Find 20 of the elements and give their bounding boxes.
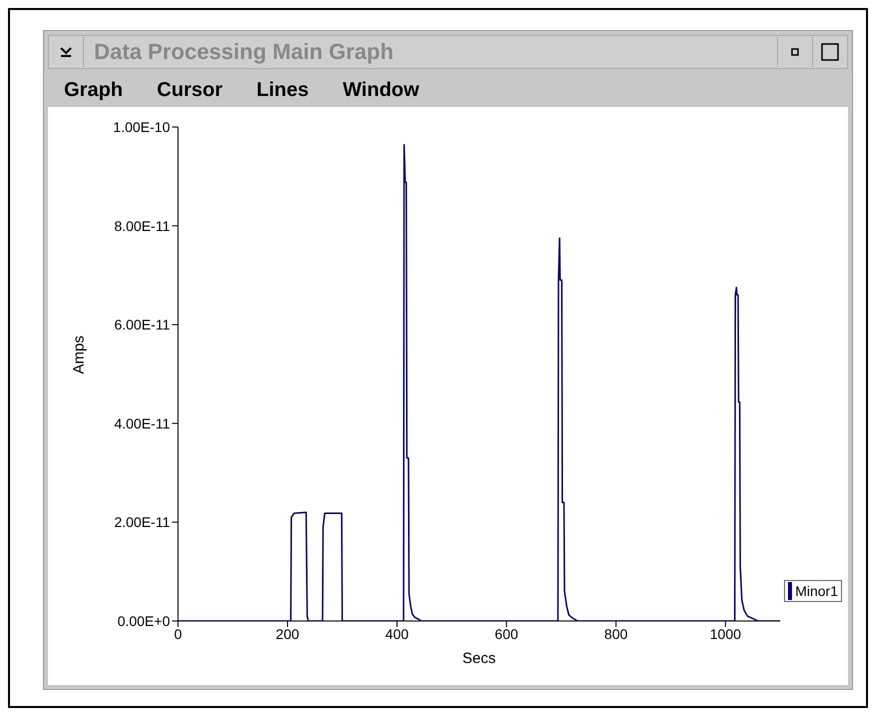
text: Graph bbox=[64, 78, 123, 102]
text: Cursor bbox=[156, 78, 222, 102]
y-tick-label: 1.00E-10 bbox=[113, 118, 170, 135]
text: Window bbox=[342, 78, 420, 102]
x-tick-label: 400 bbox=[385, 626, 409, 642]
y-tick-label: 0.00E+0 bbox=[117, 612, 170, 629]
y-tick-label: 2.00E-11 bbox=[114, 514, 170, 530]
text: Lines bbox=[256, 78, 309, 102]
x-axis-title: Secs bbox=[462, 650, 496, 667]
y-tick-label: 8.00E-11 bbox=[114, 218, 170, 234]
y-axis-title: Amps bbox=[70, 336, 88, 374]
x-tick-label: 200 bbox=[276, 626, 300, 642]
chart-title: Data Processing Main Graph bbox=[93, 39, 395, 65]
x-tick-label: 600 bbox=[494, 626, 518, 642]
x-tick-label: 1000 bbox=[710, 626, 742, 642]
y-tick-label: 4.00E-11 bbox=[114, 415, 170, 432]
y-tick-label: 6.00E-11 bbox=[114, 316, 170, 333]
x-tick-label: 0 bbox=[174, 626, 182, 642]
legend-label: Minor1 bbox=[795, 583, 838, 599]
x-tick-label: 800 bbox=[604, 626, 628, 642]
